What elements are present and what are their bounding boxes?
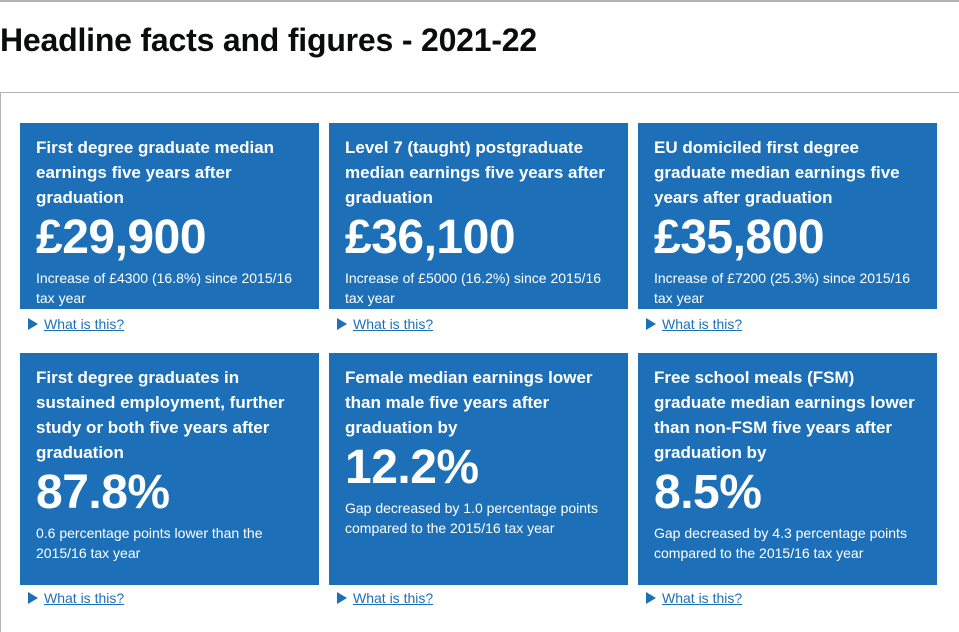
triangle-right-icon: [28, 592, 38, 604]
tile-value: 87.8%: [36, 466, 170, 519]
tile-description: Increase of £4300 (16.8%) since 2015/16 …: [36, 270, 293, 306]
triangle-right-icon: [646, 592, 656, 604]
headline-tile: First degree graduates in sustained empl…: [20, 353, 319, 585]
what-is-this-toggle[interactable]: What is this?: [337, 590, 433, 606]
tile-heading: Free school meals (FSM) graduate median …: [654, 368, 915, 462]
triangle-right-icon: [337, 318, 347, 330]
headline-tile: EU domiciled first degree graduate media…: [638, 123, 937, 309]
headline-tile: Level 7 (taught) postgraduate median ear…: [329, 123, 628, 309]
tile-value: 8.5%: [654, 466, 762, 519]
tile-heading: Female median earnings lower than male f…: [345, 368, 593, 437]
tile-description: 0.6 percentage points lower than the 201…: [36, 525, 263, 561]
what-is-this-link[interactable]: What is this?: [662, 316, 743, 332]
what-is-this-link[interactable]: What is this?: [353, 316, 434, 332]
headline-panel: [0, 92, 959, 632]
tile-heading: Level 7 (taught) postgraduate median ear…: [345, 138, 605, 207]
what-is-this-link[interactable]: What is this?: [353, 590, 434, 606]
tile-description: Gap decreased by 1.0 percentage points c…: [345, 500, 598, 536]
top-divider: [0, 0, 959, 2]
what-is-this-toggle[interactable]: What is this?: [646, 316, 742, 332]
triangle-right-icon: [337, 592, 347, 604]
page-title: Headline facts and figures - 2021-22: [0, 22, 538, 58]
what-is-this-toggle[interactable]: What is this?: [337, 316, 433, 332]
tile-value: £29,900: [36, 211, 207, 264]
tile-heading: First degree graduate median earnings fi…: [36, 138, 275, 207]
what-is-this-link[interactable]: What is this?: [662, 590, 743, 606]
what-is-this-toggle[interactable]: What is this?: [28, 316, 124, 332]
tile-description: Increase of £5000 (16.2%) since 2015/16 …: [345, 270, 602, 306]
tile-heading: First degree graduates in sustained empl…: [36, 368, 285, 462]
what-is-this-toggle[interactable]: What is this?: [646, 590, 742, 606]
headline-tile: Free school meals (FSM) graduate median …: [638, 353, 937, 585]
tile-description: Gap decreased by 4.3 percentage points c…: [654, 525, 907, 561]
headline-tile: Female median earnings lower than male f…: [329, 353, 628, 585]
tile-value: £36,100: [345, 211, 516, 264]
tile-value: 12.2%: [345, 441, 479, 494]
tile-heading: EU domiciled first degree graduate media…: [654, 138, 900, 207]
tile-description: Increase of £7200 (25.3%) since 2015/16 …: [654, 270, 911, 306]
what-is-this-link[interactable]: What is this?: [44, 316, 125, 332]
headline-tile: First degree graduate median earnings fi…: [20, 123, 319, 309]
tile-value: £35,800: [654, 211, 825, 264]
what-is-this-link[interactable]: What is this?: [44, 590, 125, 606]
triangle-right-icon: [28, 318, 38, 330]
what-is-this-toggle[interactable]: What is this?: [28, 590, 124, 606]
triangle-right-icon: [646, 318, 656, 330]
